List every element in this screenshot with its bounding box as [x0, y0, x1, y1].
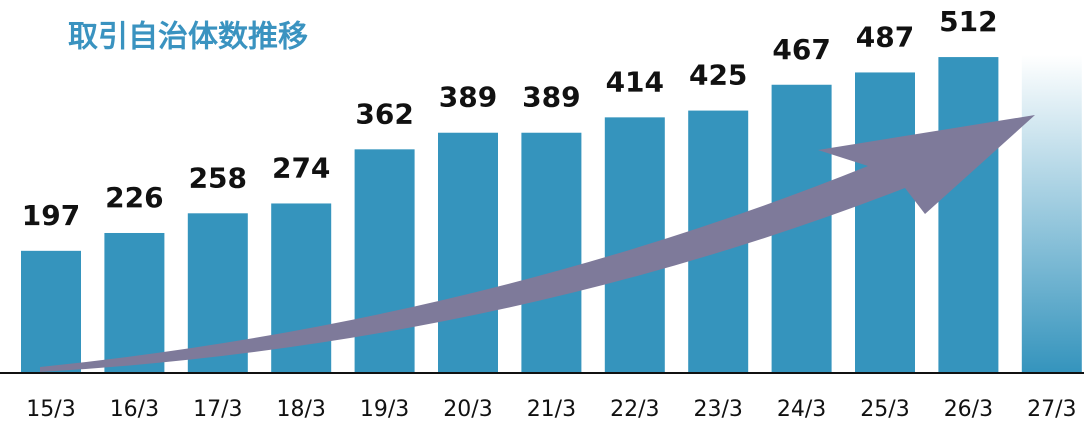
x-tick-label: 19/3	[360, 397, 409, 422]
x-tick-label: 27/3	[1027, 397, 1076, 422]
value-label: 425	[689, 59, 747, 92]
x-tick-label: 22/3	[610, 397, 659, 422]
value-label: 389	[522, 81, 580, 114]
value-label: 226	[105, 181, 163, 214]
value-label: 487	[856, 20, 914, 53]
x-tick-label: 24/3	[777, 397, 826, 422]
value-label: 274	[272, 151, 330, 184]
value-label: 362	[355, 97, 413, 130]
growth-arrow	[40, 115, 1035, 372]
value-label: 467	[772, 33, 830, 66]
value-label: 197	[22, 199, 80, 232]
x-tick-label: 26/3	[944, 397, 993, 422]
bar	[21, 250, 81, 372]
x-tick-label: 23/3	[693, 397, 742, 422]
x-tick-label: 15/3	[26, 397, 75, 422]
x-tick-label: 17/3	[193, 397, 242, 422]
x-tick-label: 16/3	[110, 397, 159, 422]
x-tick-label: 21/3	[527, 397, 576, 422]
x-tick-label: 25/3	[860, 397, 909, 422]
chart-title: 取引自治体数推移	[68, 20, 308, 55]
value-label: 258	[189, 161, 247, 194]
x-tick-label: 20/3	[443, 397, 492, 422]
bar	[855, 72, 915, 372]
value-label: 414	[606, 65, 664, 98]
value-label: 389	[439, 81, 497, 114]
x-tick-label: 18/3	[276, 397, 325, 422]
bar	[354, 149, 415, 372]
bar	[438, 132, 498, 372]
bar	[938, 57, 999, 373]
bar	[521, 132, 582, 372]
bar	[104, 232, 165, 372]
projection-bar	[1021, 55, 1082, 372]
value-label: 512	[939, 5, 997, 38]
